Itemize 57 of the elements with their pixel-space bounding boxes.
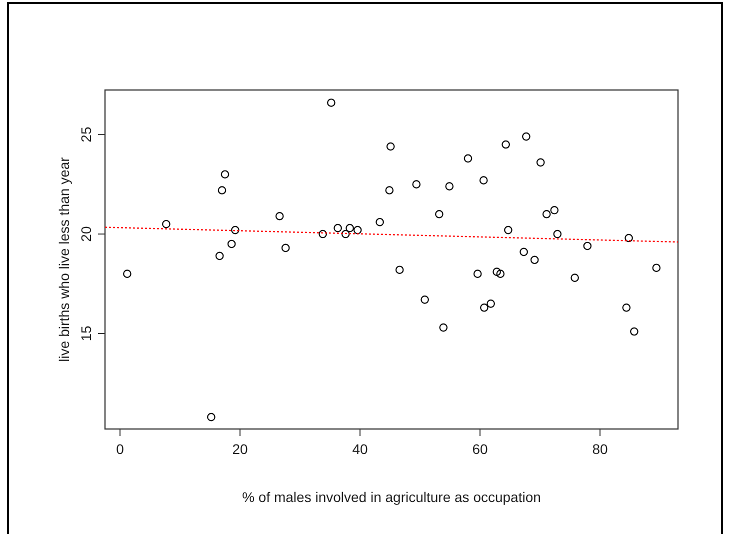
- point: [218, 186, 226, 194]
- point: [550, 206, 559, 214]
- y-tick-label: 25: [78, 126, 94, 142]
- point: [376, 218, 384, 226]
- point: [215, 252, 224, 260]
- point: [435, 210, 444, 218]
- point: [492, 268, 501, 276]
- point: [522, 132, 530, 141]
- point: [395, 266, 404, 274]
- point: [630, 327, 638, 336]
- point: [553, 230, 562, 238]
- point: [346, 224, 354, 232]
- point: [412, 180, 421, 188]
- point: [480, 303, 488, 312]
- point: [334, 224, 342, 232]
- point: [227, 240, 236, 248]
- x-tick-label: 20: [232, 441, 248, 457]
- x-tick-label: 0: [116, 441, 124, 457]
- point: [536, 158, 545, 167]
- point: [542, 210, 551, 218]
- point: [652, 264, 661, 272]
- point: [275, 212, 284, 220]
- point: [327, 98, 336, 107]
- point: [123, 270, 132, 278]
- point: [624, 234, 633, 242]
- point: [583, 242, 592, 250]
- point: [220, 170, 230, 178]
- point: [386, 142, 395, 151]
- point: [439, 323, 448, 332]
- point: [504, 226, 512, 234]
- point: [570, 274, 579, 282]
- x-tick-label: 40: [352, 441, 368, 457]
- point: [318, 230, 327, 238]
- point: [622, 303, 631, 312]
- point: [162, 220, 170, 228]
- point: [207, 412, 216, 422]
- point: [341, 230, 350, 238]
- y-axis-title: live births who live less than year: [56, 156, 72, 362]
- x-tick-label: 80: [592, 441, 608, 457]
- point: [353, 226, 362, 234]
- point: [530, 256, 539, 264]
- point: [486, 300, 495, 308]
- point: [520, 248, 528, 256]
- point: [464, 154, 472, 163]
- point: [502, 140, 510, 149]
- point: [445, 182, 454, 190]
- point: [479, 176, 488, 184]
- point: [281, 244, 290, 252]
- point: [385, 186, 394, 194]
- point: [420, 296, 429, 304]
- point: [231, 226, 240, 234]
- x-axis-title: % of males involved in agriculture as occupation: [242, 489, 541, 505]
- y-tick-label: 20: [78, 226, 94, 242]
- point: [473, 270, 482, 278]
- x-tick-label: 60: [472, 441, 488, 457]
- y-tick-label: 15: [78, 326, 94, 342]
- point: [496, 270, 505, 278]
